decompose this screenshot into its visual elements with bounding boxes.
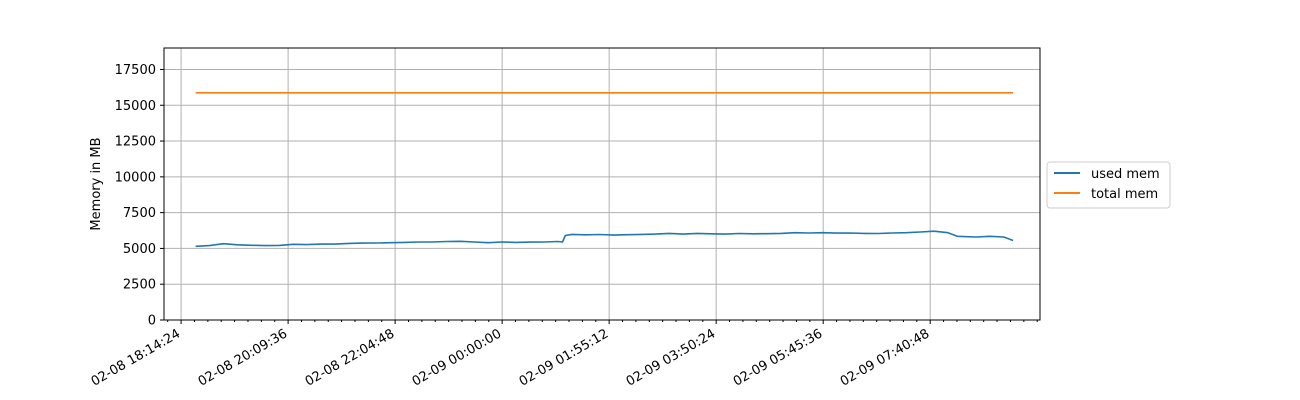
y-tick-label: 5000 (123, 242, 156, 257)
y-tick-label: 10000 (115, 170, 156, 185)
y-tick-label: 15000 (115, 99, 156, 114)
y-tick-label: 2500 (123, 278, 156, 293)
x-tick-label: 02-08 18:14:24 (89, 326, 183, 389)
x-tick-label: 02-09 05:45:36 (731, 326, 825, 389)
y-axis-label: Memory in MB (89, 137, 104, 230)
x-axis: 02-08 18:14:24 02-08 20:09:36 02-08 22:04:… (89, 320, 1038, 390)
y-tick-label: 12500 (115, 135, 156, 150)
y-tick-label: 7500 (123, 206, 156, 221)
x-tick-label: 02-09 03:50:24 (624, 326, 718, 389)
x-tick-label: 02-09 00:00:00 (410, 326, 504, 389)
legend-label-used-mem: used mem (1091, 167, 1160, 182)
series-lines (195, 92, 1014, 248)
x-tick-label: 02-09 01:55:12 (517, 326, 611, 389)
x-tick-label: 02-08 20:09:36 (196, 326, 290, 389)
y-axis: 0 2500 5000 7500 10000 12500 15000 17500 (115, 63, 164, 329)
series-line-used-mem (195, 230, 1014, 248)
grid (164, 48, 1040, 321)
x-tick-label: 02-08 22:04:48 (303, 326, 397, 389)
plot-frame (163, 47, 1041, 321)
legend: used mem total mem (1046, 161, 1171, 209)
y-tick-label: 17500 (115, 63, 156, 78)
y-tick-label: 0 (148, 314, 156, 329)
legend-label-total-mem: total mem (1091, 187, 1158, 202)
x-tick-label: 02-09 07:40:48 (838, 326, 932, 389)
